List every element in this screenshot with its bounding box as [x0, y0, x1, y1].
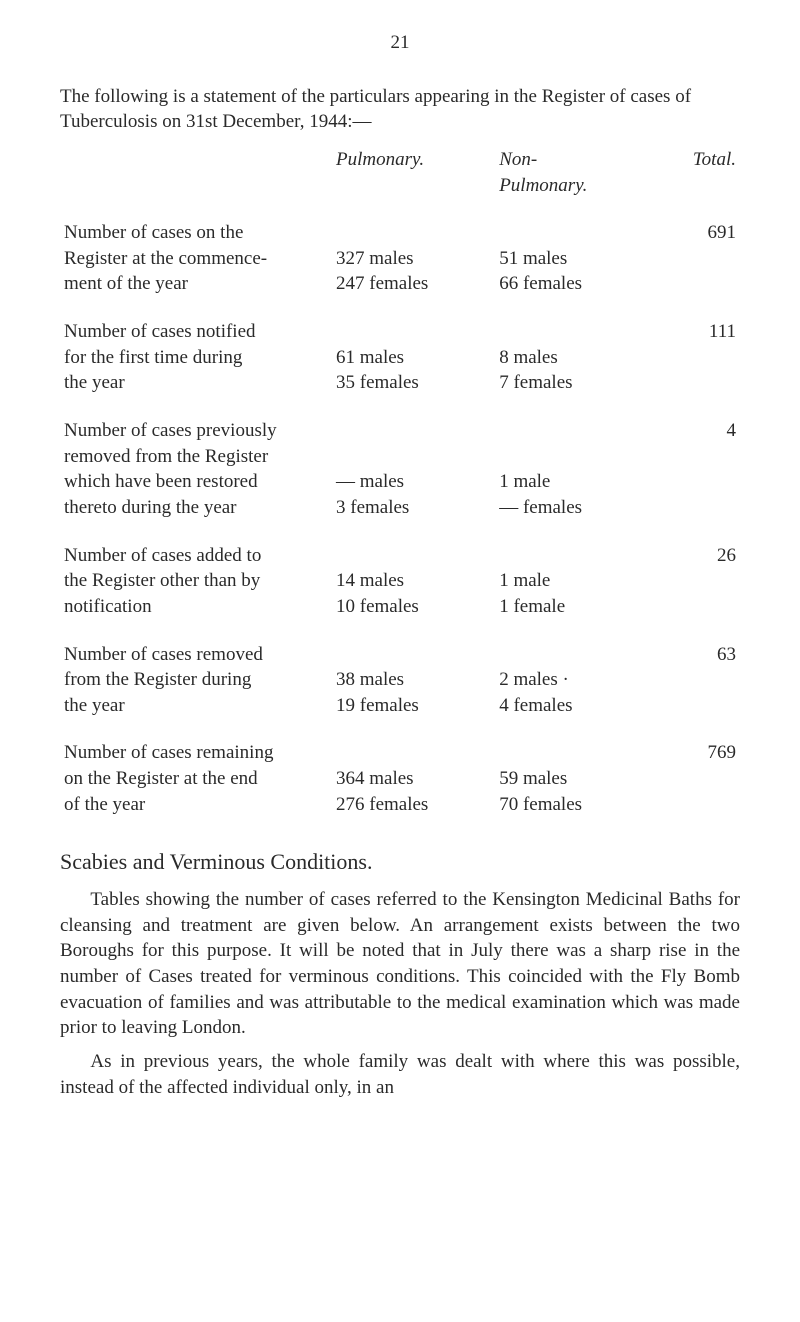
- desc-line: Number of cases previously: [64, 420, 277, 441]
- row-non-pulmonary: 51 males 66 females: [495, 218, 645, 299]
- row-desc: Number of cases previously removed from …: [60, 416, 332, 523]
- intro-paragraph: The following is a statement of the part…: [60, 84, 740, 135]
- row-desc: Number of cases on the Register at the c…: [60, 218, 332, 299]
- row-desc: Number of cases notified for the first t…: [60, 317, 332, 398]
- pulm-line: 3 females: [336, 497, 409, 518]
- row-non-pulmonary: 59 males 70 females: [495, 738, 645, 819]
- pulm-line: 19 females: [336, 695, 419, 716]
- pulm-line: 327 males: [336, 248, 414, 269]
- row-non-pulmonary: 1 male 1 female: [495, 541, 645, 622]
- header-non-pulmonary: Non- Pulmonary.: [495, 145, 645, 200]
- row-desc: Number of cases added to the Register ot…: [60, 541, 332, 622]
- nonp-line: 1 male: [499, 570, 550, 591]
- table-row: Number of cases remaining on the Registe…: [60, 738, 740, 819]
- row-non-pulmonary: 1 male — females: [495, 416, 645, 523]
- desc-line: the year: [64, 695, 125, 716]
- desc-line: notification: [64, 596, 152, 617]
- body-paragraph-1: Tables showing the number of cases refer…: [60, 887, 740, 1041]
- desc-line: on the Register at the end: [64, 768, 258, 789]
- nonp-line: 59 males: [499, 768, 567, 789]
- tb-statement-table: Pulmonary. Non- Pulmonary. Total. Number…: [60, 145, 740, 819]
- page-number: 21: [60, 30, 740, 56]
- nonp-line: 51 males: [499, 248, 567, 269]
- row-non-pulmonary: 8 males 7 females: [495, 317, 645, 398]
- pulm-line: 35 females: [336, 372, 419, 393]
- row-total: 26: [645, 541, 740, 622]
- pulm-line: 276 females: [336, 794, 428, 815]
- desc-line: Number of cases remaining: [64, 742, 273, 763]
- desc-line: thereto during the year: [64, 497, 237, 518]
- table-row: Number of cases removed from the Registe…: [60, 640, 740, 721]
- header-non-pulmonary-word: Pulmonary.: [499, 175, 587, 196]
- nonp-line: 66 females: [499, 273, 582, 294]
- row-pulmonary: — males 3 females: [332, 416, 495, 523]
- table-row: Number of cases on the Register at the c…: [60, 218, 740, 299]
- row-total: 769: [645, 738, 740, 819]
- desc-line: for the first time during: [64, 347, 242, 368]
- section-title: Scabies and Verminous Conditions.: [60, 847, 740, 877]
- nonp-line: — females: [499, 497, 582, 518]
- desc-line: Number of cases notified: [64, 321, 256, 342]
- nonp-line: 1 male: [499, 471, 550, 492]
- nonp-line: 1 female: [499, 596, 565, 617]
- nonp-line: 70 females: [499, 794, 582, 815]
- row-desc: Number of cases removed from the Registe…: [60, 640, 332, 721]
- row-pulmonary: 38 males 19 females: [332, 640, 495, 721]
- desc-line: the year: [64, 372, 125, 393]
- header-non-prefix: Non-: [499, 149, 537, 170]
- row-desc: Number of cases remaining on the Registe…: [60, 738, 332, 819]
- pulm-line: 10 females: [336, 596, 419, 617]
- row-non-pulmonary: 2 males · 4 females: [495, 640, 645, 721]
- nonp-line: 4 females: [499, 695, 572, 716]
- desc-line: Number of cases on the: [64, 222, 243, 243]
- body-paragraph-2: As in previous years, the whole family w…: [60, 1049, 740, 1100]
- table-header-row: Pulmonary. Non- Pulmonary. Total.: [60, 145, 740, 200]
- header-total: Total.: [645, 145, 740, 200]
- header-blank: [60, 145, 332, 200]
- pulm-line: 247 females: [336, 273, 428, 294]
- row-total: 4: [645, 416, 740, 523]
- table-row: Number of cases notified for the first t…: [60, 317, 740, 398]
- tb-statement-table-wrap: Pulmonary. Non- Pulmonary. Total. Number…: [60, 145, 740, 819]
- pulm-line: 61 males: [336, 347, 404, 368]
- pulm-line: — males: [336, 471, 404, 492]
- pulm-line: 364 males: [336, 768, 414, 789]
- row-pulmonary: 364 males 276 females: [332, 738, 495, 819]
- desc-line: Number of cases removed: [64, 644, 263, 665]
- pulm-line: 38 males: [336, 669, 404, 690]
- desc-line: from the Register during: [64, 669, 251, 690]
- pulm-line: 14 males: [336, 570, 404, 591]
- row-total: 111: [645, 317, 740, 398]
- nonp-line: 7 females: [499, 372, 572, 393]
- nonp-line: 8 males: [499, 347, 558, 368]
- desc-line: the Register other than by: [64, 570, 260, 591]
- desc-line: of the year: [64, 794, 145, 815]
- row-pulmonary: 327 males 247 females: [332, 218, 495, 299]
- row-total: 691: [645, 218, 740, 299]
- desc-line: removed from the Register: [64, 446, 268, 467]
- row-pulmonary: 14 males 10 females: [332, 541, 495, 622]
- table-row: Number of cases added to the Register ot…: [60, 541, 740, 622]
- desc-line: which have been restored: [64, 471, 258, 492]
- table-row: Number of cases previously removed from …: [60, 416, 740, 523]
- desc-line: Register at the commence-: [64, 248, 267, 269]
- header-pulmonary: Pulmonary.: [332, 145, 495, 200]
- desc-line: Number of cases added to: [64, 545, 261, 566]
- row-total: 63: [645, 640, 740, 721]
- nonp-line: 2 males ·: [499, 669, 569, 690]
- row-pulmonary: 61 males 35 females: [332, 317, 495, 398]
- desc-line: ment of the year: [64, 273, 188, 294]
